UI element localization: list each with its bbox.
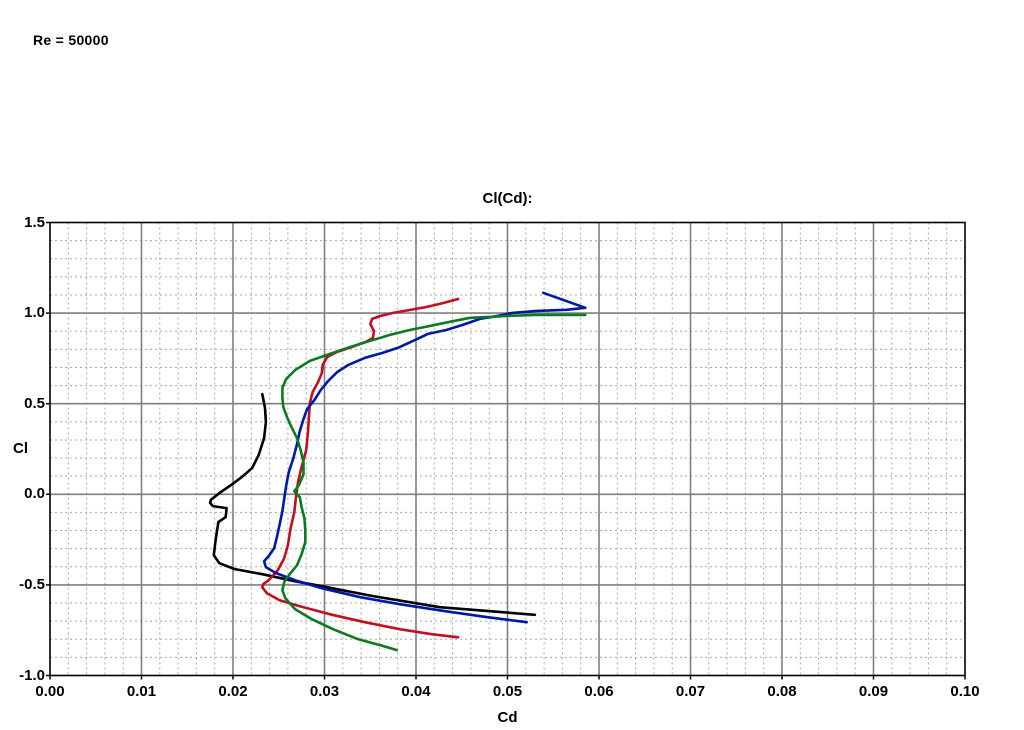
x-tick-label: 0.05 xyxy=(492,683,523,700)
polar-red-curve xyxy=(260,297,460,639)
y-axis-label: Cl xyxy=(13,440,28,457)
x-tick-label: 0.08 xyxy=(767,683,797,700)
x-tick-label: 0.00 xyxy=(35,683,65,700)
x-axis-label: Cd xyxy=(497,709,518,726)
y-tick-label: -0.5 xyxy=(19,575,45,593)
x-tick-label: 0.04 xyxy=(401,683,431,700)
y-tick-label: 0.5 xyxy=(24,394,45,412)
y-tick-label: 1.5 xyxy=(24,213,45,231)
y-tick-label: -1.0 xyxy=(19,666,45,684)
x-tick-label: 0.10 xyxy=(950,683,980,700)
chart-title: Cl(Cd): xyxy=(482,190,533,207)
y-tick-label: 0.0 xyxy=(24,485,45,503)
x-tick-label: 0.02 xyxy=(218,683,248,700)
x-tick-label: 0.07 xyxy=(675,683,706,700)
y-tick-label: 1.0 xyxy=(24,304,45,322)
x-tick-label: 0.06 xyxy=(584,683,614,700)
polar-green-curve xyxy=(281,313,587,652)
x-tick-label: 0.03 xyxy=(309,683,340,700)
x-tick-label: 0.01 xyxy=(126,683,157,700)
polar-black-curve xyxy=(208,392,537,617)
reynolds-annotation: Re = 50000 xyxy=(33,32,109,48)
x-tick-label: 0.09 xyxy=(858,683,889,700)
polar-blue-curve xyxy=(262,291,587,624)
plot-border xyxy=(49,221,966,677)
